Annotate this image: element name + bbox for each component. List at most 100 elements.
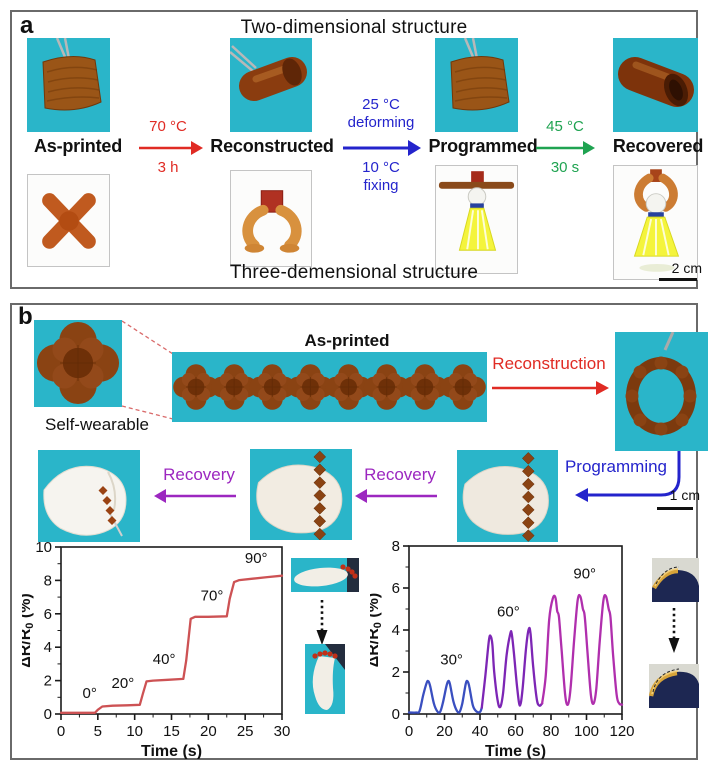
svg-text:10: 10	[126, 723, 143, 740]
panel-b-letter: b	[18, 303, 33, 330]
svg-text:0: 0	[392, 706, 400, 723]
svg-text:40°: 40°	[153, 651, 176, 668]
svg-text:Time (s): Time (s)	[485, 743, 546, 759]
step2-fix-temp-label: 10 °C	[362, 159, 400, 176]
recovery-arrow	[536, 141, 595, 155]
step3-time-label: 30 s	[550, 159, 580, 176]
svg-text:20: 20	[200, 723, 217, 740]
svg-text:40: 40	[472, 723, 489, 740]
photo-wrist-bent	[305, 644, 345, 714]
svg-text:20°: 20°	[112, 675, 135, 692]
recovery-label-2: Recovery	[163, 465, 235, 484]
svg-text:25: 25	[237, 723, 254, 740]
svg-text:2: 2	[392, 664, 400, 681]
svg-text:30°: 30°	[440, 652, 463, 669]
arm-bend-arrow	[316, 600, 328, 645]
panel-a-bottom-title: Three-demensional structure	[229, 262, 479, 283]
shuttlecock-lifted-graphic	[633, 169, 680, 272]
svg-text:60°: 60°	[497, 603, 520, 620]
elbow-bend-arrow	[668, 608, 680, 653]
photo-reconstructed-2d	[230, 38, 312, 132]
svg-text:4: 4	[44, 639, 52, 656]
svg-text:120: 120	[609, 723, 634, 740]
elbow-sensor-graphic	[652, 566, 699, 602]
svg-text:70°: 70°	[201, 587, 224, 604]
svg-text:15: 15	[163, 723, 180, 740]
recovery-label-1: Recovery	[364, 465, 436, 484]
photo-wrist-programmed	[457, 450, 558, 542]
svg-text:6: 6	[392, 580, 400, 597]
step2-deform-temp-label: 25 °C	[362, 96, 400, 113]
photo-as-printed-2d	[27, 38, 110, 132]
step2-fix-label: fixing	[363, 177, 399, 194]
photo-programmed-3d	[435, 165, 518, 274]
photo-as-printed-3d	[27, 174, 110, 267]
x-shape-graphic	[42, 193, 96, 249]
photo-elbow-sensor	[652, 558, 699, 602]
photo-flower-unit-inset	[34, 320, 122, 407]
reconstruction-arrow-b	[492, 381, 609, 395]
photo-as-printed-strip	[172, 352, 487, 422]
programmed-sheet-graphic	[450, 38, 510, 111]
wrist-bracelet-graphic	[43, 465, 127, 537]
programming-arrow	[343, 140, 421, 156]
panel-a-top-title: Two-dimensional structure	[240, 17, 468, 38]
stage-programmed: Programmed	[428, 136, 538, 156]
photo-reconstructed-3d	[230, 170, 312, 267]
panel-a-letter: a	[20, 12, 34, 39]
recovery-arrow-1	[355, 489, 437, 503]
chart-cyclic-bending-svg: 0 20 40 60 80 100 120 0 2 4 6 8 Time (s) ΔR/R0 (%) 30°…	[365, 538, 635, 760]
svg-text:30: 30	[274, 723, 291, 740]
reconstructed-roll-graphic	[230, 45, 307, 101]
photo-wrist-worn	[38, 450, 140, 542]
step1-time-label: 3 h	[157, 159, 179, 176]
reconstruction-label: Reconstruction	[492, 354, 606, 373]
arm-straight-graphic	[294, 558, 359, 592]
inset-connector-lines	[121, 320, 174, 420]
photo-bracelet-ring	[615, 332, 708, 451]
stage-reconstructed: Reconstructed	[210, 136, 334, 156]
flower-chain-graphic	[173, 364, 486, 410]
flower-unit-graphic	[36, 321, 120, 405]
step3-temp-label: 45 °C	[546, 118, 584, 135]
svg-text:0°: 0°	[83, 685, 97, 702]
scale-bar-2cm	[659, 278, 697, 281]
step2-deform-label: deforming	[347, 114, 415, 131]
recovered-roll-graphic	[618, 57, 694, 107]
photo-programmed-2d	[435, 38, 518, 132]
wrist-strip-graphic	[462, 452, 549, 542]
chart-stepwise-bending: 0 5 10 15 20 25 30 0 2 4 6 8 10 Time (s) ΔR/R0 (%) 0° 20…	[17, 537, 317, 764]
stage-as-printed: As-printed	[33, 136, 122, 156]
svg-text:6: 6	[44, 606, 52, 623]
svg-text:0: 0	[405, 723, 413, 740]
elbow-sensor-bent-graphic	[649, 668, 699, 708]
recovery-arrow-2	[154, 489, 236, 503]
svg-text:80: 80	[543, 723, 560, 740]
svg-text:Time (s): Time (s)	[141, 743, 202, 759]
step1-temp-label: 70 °C	[149, 118, 187, 135]
reconstruction-arrow	[139, 141, 203, 155]
as-printed-sheet-graphic	[42, 38, 102, 111]
svg-text:8: 8	[44, 572, 52, 589]
bracelet-ring-graphic	[625, 332, 697, 436]
photo-recovered-3d	[613, 165, 698, 280]
as-printed-label-b: As-printed	[304, 331, 390, 350]
scale-bar-1cm-label: 1 cm	[669, 487, 700, 503]
svg-text:90°: 90°	[573, 566, 596, 583]
chart-stepwise-bending-svg: 0 5 10 15 20 25 30 0 2 4 6 8 10 Time (s) ΔR/R0 (%) 0° 20…	[17, 539, 291, 760]
svg-text:ΔR/R0 (%): ΔR/R0 (%)	[370, 593, 384, 668]
svg-text:ΔR/R0 (%): ΔR/R0 (%)	[22, 593, 36, 668]
svg-text:10: 10	[35, 539, 52, 556]
self-wearable-label: Self-wearable	[45, 415, 149, 434]
svg-text:2: 2	[44, 673, 52, 690]
shuttlecock-hanging-graphic	[438, 171, 515, 251]
photo-recovered-2d	[613, 38, 698, 132]
scale-bar-1cm	[657, 507, 693, 510]
svg-text:60: 60	[507, 723, 524, 740]
wrist-bent-graphic	[312, 644, 345, 710]
svg-text:90°: 90°	[245, 550, 268, 567]
gripper-graphic	[242, 190, 302, 253]
wrist-strip-graphic-2	[256, 450, 343, 540]
panel-a: a Two-dimensional structure	[10, 10, 703, 289]
